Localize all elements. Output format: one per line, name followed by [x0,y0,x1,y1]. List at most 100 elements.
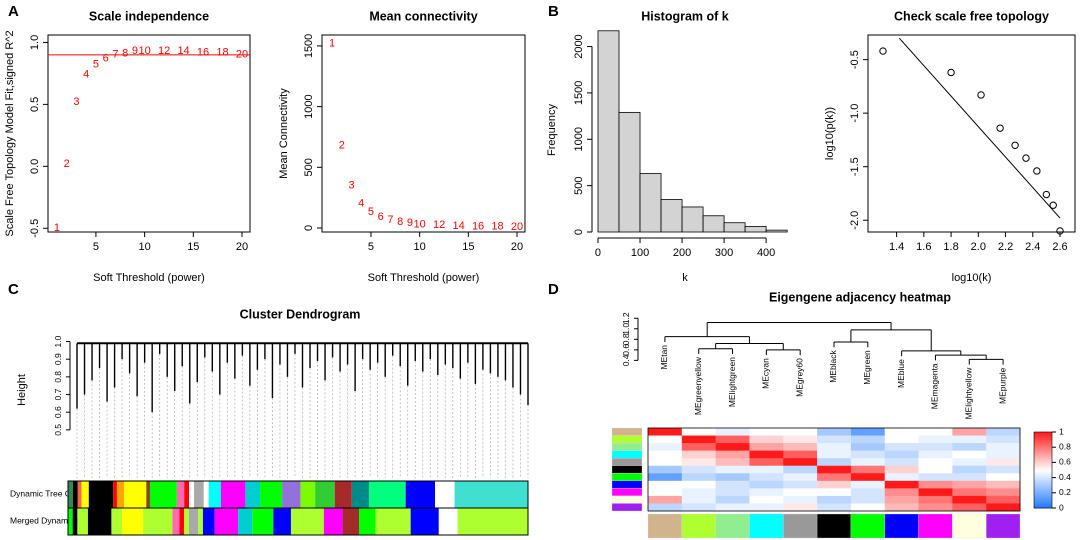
module-segment [214,508,239,535]
row-color [611,435,643,444]
heatmap-cell [850,503,886,512]
heatmap-cell [715,488,750,497]
module-segment [116,481,125,508]
point-label: 18 [491,221,503,233]
plot-frame [321,34,526,233]
heatmap-cell [884,495,919,504]
heatmap-cell [986,458,1021,467]
legend-gradient [1034,494,1052,497]
heatmap-cell [648,428,683,436]
dendrogram-merge [706,321,892,337]
legend-gradient [1034,506,1052,509]
heatmap-cell [850,428,886,436]
heatmap-cell [850,458,886,467]
heatmap-cell [850,435,886,444]
y-tick-label: 500 [573,176,585,194]
y-axis-label: Frequency [546,104,558,156]
legend-gradient [1034,462,1052,465]
heatmap-cell [986,480,1021,489]
point [1049,201,1057,209]
module-segment [273,508,291,535]
heatmap-cell [681,480,716,489]
legend-tick-label: 0.8 [1059,441,1071,451]
heatmap-cell [850,443,886,451]
heatmap-cell [681,458,716,467]
heatmap-cell [681,443,716,451]
legend-gradient [1034,483,1052,486]
y-tick-label: 0 [573,229,585,235]
legend-gradient [1034,443,1052,446]
x-tick-label: 0 [595,247,601,259]
legend-gradient [1034,451,1052,454]
point-label: 1 [329,37,335,49]
legend-gradient [1034,470,1052,473]
chart-title: Eigengene adjacency heatmap [769,290,951,304]
point [1022,154,1030,162]
heatmap-cell [749,435,784,444]
heatmap-cell [850,450,886,459]
legend-tick-label: 0 [1059,502,1064,512]
point [996,124,1004,132]
heatmap-cell [884,443,919,451]
dendrogram-merge [664,336,750,344]
heatmap-cell [817,473,852,482]
y-tick-label: 2000 [573,34,585,58]
heatmap-cell [884,428,919,436]
heatmap-cell [715,503,750,512]
heatmap-cell [952,443,987,451]
plot-frame [47,34,251,233]
column-color [783,513,818,539]
legend-gradient [1034,500,1052,503]
x-axis-label: k [682,272,688,284]
y-tick-label: -0.5 [849,50,861,69]
y-tick-label: 1500 [303,34,315,58]
row-color [611,503,643,512]
x-tick-label: 200 [673,247,691,259]
x-tick-label: 400 [757,247,775,259]
module-segment [149,481,177,508]
legend-gradient [1034,468,1052,471]
module-segment [72,481,78,508]
heatmap-cell [918,435,953,444]
heatmap-cell [817,495,852,504]
y-tick-label: 0.4 [621,354,631,366]
point [947,68,955,77]
module-segment [208,481,221,508]
y-tick-label: 500 [303,158,315,176]
module-segment [359,508,376,535]
legend-tick-label: 0.4 [1059,472,1071,482]
panel-label: A [8,3,19,20]
point-label: 9 [132,45,138,57]
heatmap-cell [986,473,1021,482]
column-color [647,513,682,539]
heatmap-cell [986,428,1021,436]
column-color [850,513,885,539]
point-label: 20 [511,221,523,233]
heatmap-cell [817,443,852,451]
y-tick-label: -2.0 [849,211,861,230]
module-segment [68,481,73,508]
heatmap-cell [817,450,852,459]
fit-line [898,37,1061,219]
x-tick-label: 5 [368,241,374,253]
legend-gradient [1034,473,1052,477]
module-segment [143,508,173,535]
point-label: 16 [197,46,209,58]
module-segment [198,508,203,535]
heatmap-cell [884,503,919,512]
y-axis-label: log10(p(k)) [824,107,836,160]
module-segment [351,481,369,508]
row-color [611,442,643,451]
heatmap-cell [952,428,987,436]
column-color [884,513,919,539]
x-tick-label: 2.2 [998,241,1013,253]
legend-tick-label: 0.2 [1059,487,1071,497]
x-tick-label: 20 [236,241,248,253]
heatmap-cell [749,503,784,512]
plot-frame [867,34,1076,233]
y-tick-label: -1.0 [849,104,861,123]
point-label: 20 [236,49,248,61]
legend-gradient [1034,447,1052,450]
legend-gradient [1034,460,1052,463]
